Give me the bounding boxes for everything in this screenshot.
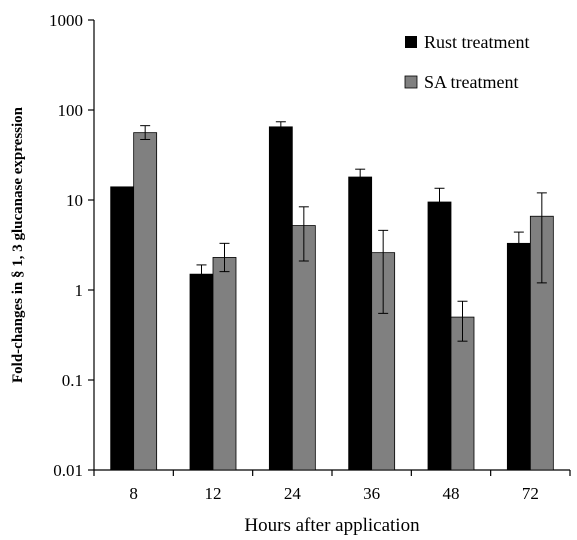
y-ticks: 0.01 0.1 1 10 100 1000 [49, 11, 94, 480]
legend-label-sa: SA treatment [424, 72, 518, 92]
bar-sa-treatment [133, 132, 158, 471]
x-tick-label: 72 [522, 484, 539, 503]
bar-rust-treatment [427, 201, 452, 471]
bars [110, 126, 554, 471]
x-tick-label: 8 [129, 484, 138, 503]
legend: Rust treatment SA treatment [404, 32, 529, 92]
bar-sa-treatment [212, 257, 237, 471]
legend-swatch-rust [405, 36, 417, 48]
y-tick-label: 1 [75, 281, 84, 300]
y-tick-label: 10 [66, 191, 83, 210]
y-tick-label: 100 [58, 101, 84, 120]
x-axis-title: Hours after application [244, 515, 420, 536]
y-tick-label: 1000 [49, 11, 83, 30]
x-tick-label: 48 [443, 484, 460, 503]
bar-rust-treatment [189, 273, 214, 471]
x-ticks: 8 12 24 36 48 72 [93, 470, 571, 503]
y-tick-label: 0.1 [62, 371, 83, 390]
legend-label-rust: Rust treatment [424, 32, 529, 52]
legend-swatch-sa [404, 75, 418, 89]
x-tick-label: 24 [284, 484, 302, 503]
y-tick-label: 0.01 [53, 461, 83, 480]
x-tick-label: 36 [363, 484, 380, 503]
error-bars [140, 121, 547, 342]
y-axis-title: Fold-changes in § 1, 3 glucanase express… [10, 106, 26, 383]
bar-sa-treatment [291, 225, 316, 471]
bar-rust-treatment [506, 242, 531, 471]
x-tick-label: 12 [205, 484, 222, 503]
bar-rust-treatment [348, 176, 373, 471]
bar-rust-treatment [268, 126, 293, 471]
bar-rust-treatment [110, 186, 135, 471]
